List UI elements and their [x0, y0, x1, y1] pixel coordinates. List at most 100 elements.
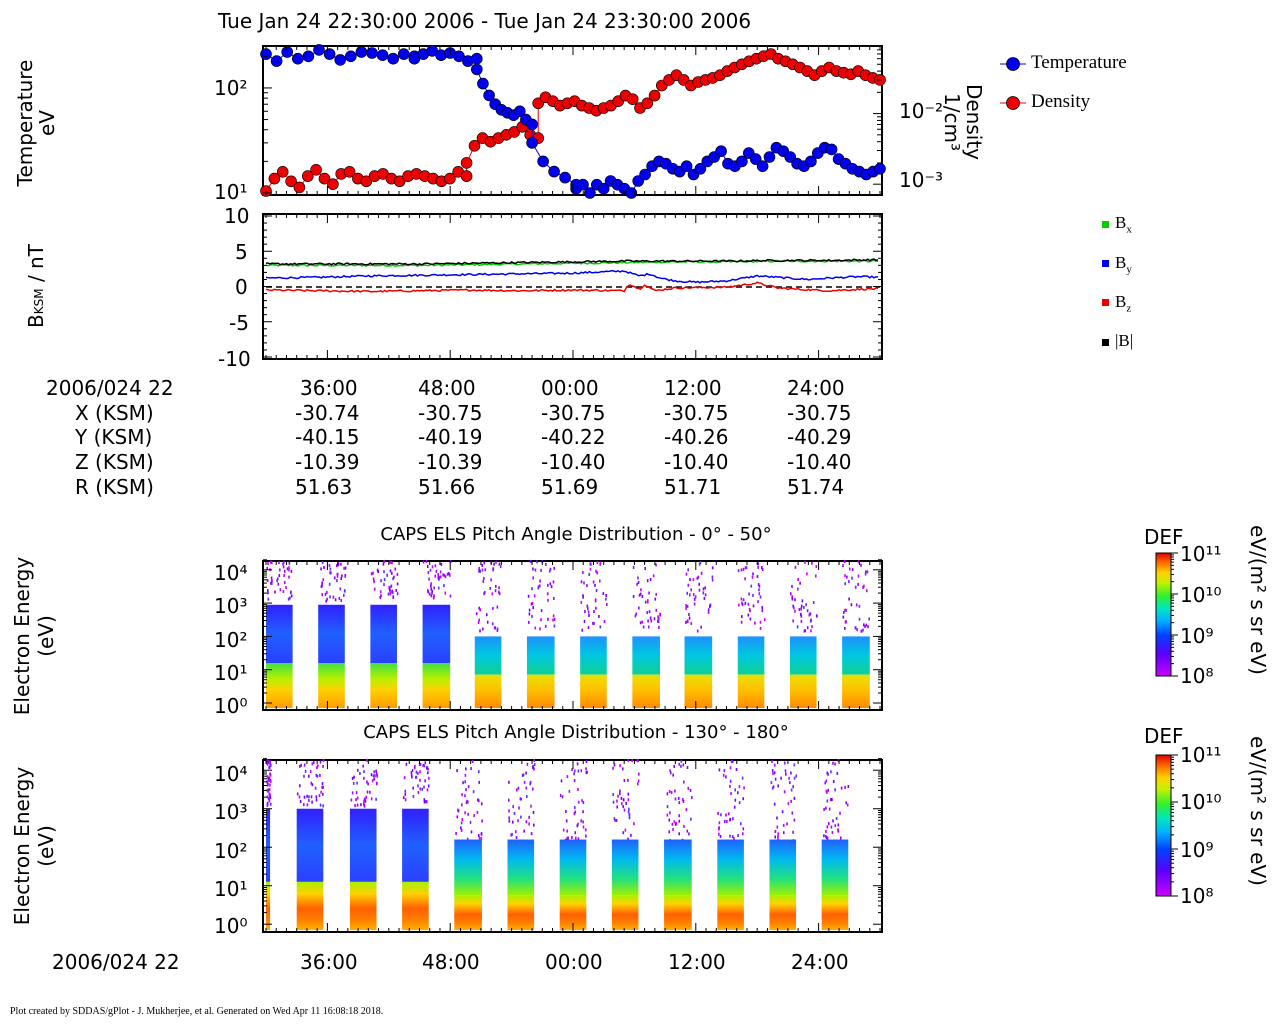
speckle — [800, 612, 802, 616]
speckle — [832, 761, 834, 765]
speckle — [552, 614, 555, 618]
speckle — [827, 788, 830, 792]
speckle — [374, 774, 376, 778]
speckle — [321, 782, 324, 786]
speckle — [267, 760, 270, 764]
speckle — [372, 774, 375, 778]
speckle — [300, 763, 302, 767]
speckle — [845, 608, 847, 612]
speckle — [490, 578, 492, 582]
speckle — [498, 586, 500, 590]
speckle — [711, 578, 714, 582]
speckle — [754, 621, 756, 625]
speckle — [702, 591, 705, 595]
speckle — [548, 569, 551, 573]
speckle — [529, 559, 532, 563]
speckle — [544, 624, 547, 628]
speckle — [637, 782, 639, 786]
speckle — [702, 587, 705, 591]
speckle — [680, 764, 682, 768]
speckle — [429, 568, 432, 572]
speckle — [796, 625, 799, 629]
low-energy-band — [664, 895, 692, 930]
speckle — [321, 581, 323, 585]
bottom-tick: 12:00 — [668, 950, 726, 974]
speckle — [837, 829, 840, 833]
spectrum-block — [402, 761, 430, 930]
legend-b-marker — [1102, 339, 1109, 346]
speckle — [625, 801, 627, 805]
speckle — [311, 783, 314, 787]
speckle — [444, 575, 447, 579]
s2-tick: 10¹ — [214, 877, 248, 901]
speckle — [566, 829, 568, 833]
speckle — [761, 566, 763, 569]
cb2-tick: 10¹⁰ — [1180, 790, 1222, 814]
low-energy-band — [422, 663, 451, 708]
speckle — [268, 792, 271, 796]
low-energy-band — [318, 663, 345, 708]
speckle — [269, 783, 271, 787]
speckle — [800, 604, 803, 608]
speckle — [811, 625, 813, 629]
speckle — [277, 582, 280, 586]
point-temperature — [715, 145, 727, 157]
speckle — [627, 798, 630, 802]
speckle — [577, 788, 579, 792]
ephem-time: 48:00 — [418, 376, 476, 400]
speckle — [776, 825, 779, 829]
speckle — [404, 798, 407, 802]
speckle — [761, 606, 763, 610]
speckle — [642, 625, 645, 629]
low-energy-band — [266, 663, 293, 708]
speckle — [319, 773, 321, 777]
speckle — [815, 565, 818, 568]
cb2-tick: 10⁹ — [1180, 838, 1214, 862]
speckle — [823, 834, 825, 838]
speckle — [456, 769, 458, 773]
ephem-y: -40.15 — [295, 425, 360, 449]
ephem-time: 24:00 — [787, 376, 845, 400]
speckle — [479, 608, 481, 612]
speckle — [655, 592, 657, 596]
speckle — [812, 601, 815, 604]
speckle — [800, 614, 803, 618]
speckle — [793, 796, 796, 800]
speckle — [638, 772, 640, 776]
point-temperature — [344, 50, 357, 63]
speckle — [377, 570, 379, 574]
speckle — [483, 576, 485, 580]
point-temperature — [323, 48, 336, 60]
speckle — [752, 572, 754, 576]
spectrum-block — [717, 759, 745, 930]
point-temperature — [483, 89, 495, 102]
speckle — [668, 818, 671, 822]
spectrum-block — [769, 760, 798, 930]
low-energy-band — [842, 674, 870, 708]
pad-130-180-title: CAPS ELS Pitch Angle Distribution - 130°… — [363, 722, 789, 743]
point-temperature — [387, 52, 400, 65]
field-tick-5: 5 — [235, 240, 248, 264]
spectrum-block — [632, 563, 661, 708]
field-axis-label: BKSM / nT — [24, 244, 48, 328]
speckle — [289, 596, 291, 600]
speckle — [363, 799, 365, 803]
speckle — [526, 795, 528, 798]
speckle — [386, 573, 388, 577]
speckle — [674, 789, 676, 793]
speckle — [825, 829, 827, 833]
speckle — [574, 806, 576, 810]
speckle — [322, 578, 325, 582]
speckle — [526, 762, 529, 766]
speckle — [732, 817, 734, 821]
speckle — [844, 785, 846, 789]
speckle — [321, 584, 323, 588]
speckle — [595, 606, 597, 610]
speckle — [322, 765, 324, 768]
speckle — [865, 623, 868, 627]
speckle — [476, 810, 479, 814]
speckle — [383, 570, 385, 574]
speckle — [288, 568, 290, 572]
speckle — [568, 789, 571, 793]
low-energy-band — [580, 674, 607, 708]
